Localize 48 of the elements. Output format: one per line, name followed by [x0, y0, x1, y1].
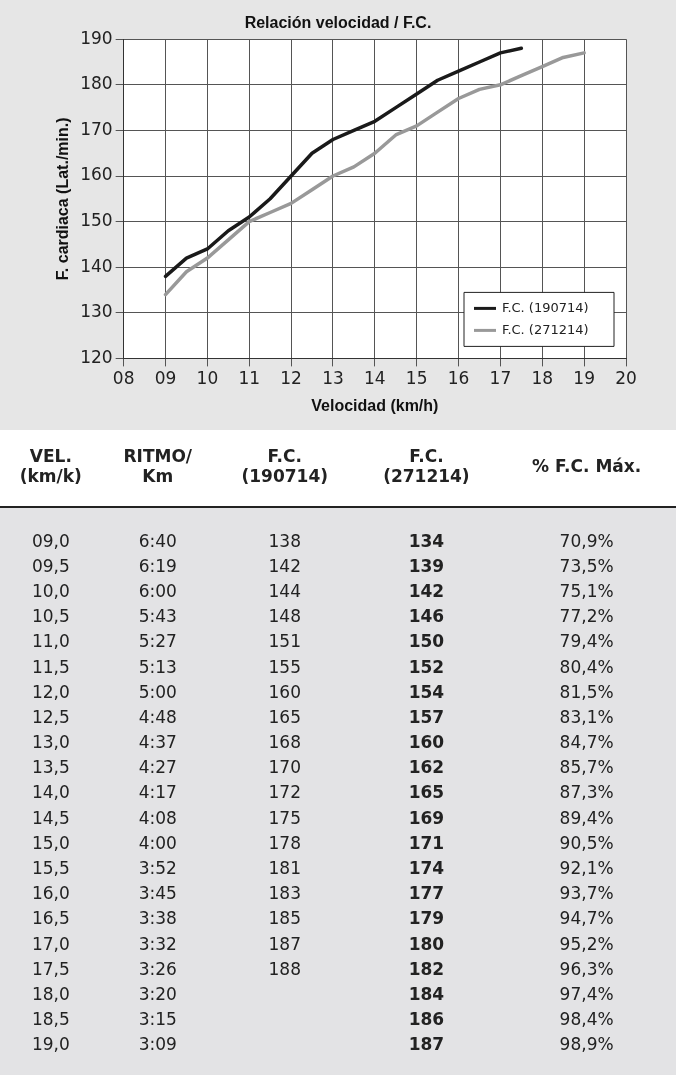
text: 11,5 5:13 155 152 80,4%: [31, 656, 614, 677]
x-tick-label: 15: [405, 368, 428, 389]
text: 13,5 4:27 170 162 85,7%: [31, 757, 614, 778]
x-tick-label: 16: [447, 368, 470, 389]
x-tick-label: 17: [489, 368, 512, 389]
x-tick-label: 14: [364, 368, 386, 389]
text: 16,5 3:38 185 179 94,7%: [31, 908, 614, 929]
text: VEL. (km/k) RITMO/ Km F.C. (190714) F.C. (271214) % F.C. Máx.: [19, 446, 642, 486]
y-tick-label: 130: [80, 301, 113, 322]
y-tick-label: 160: [80, 164, 113, 185]
chart-title: Relación velocidad / F.C.: [244, 14, 432, 32]
text: 09,5 6:19 142 139 73,5%: [31, 555, 614, 576]
x-tick-label: 19: [573, 368, 595, 389]
y-axis-title: F. cardiaca (Lat./min.): [54, 117, 72, 281]
x-tick-label: 13: [322, 368, 344, 389]
text: 17,0 3:32 187 180 95,2%: [31, 933, 614, 954]
y-tick-label: 120: [80, 346, 113, 367]
x-tick-label: 11: [238, 368, 261, 389]
x-tick-label: 18: [531, 368, 554, 389]
text: 17,5 3:26 188 182 96,3%: [31, 958, 614, 979]
text: 19,0 3:09 187 98,9%: [31, 1034, 614, 1055]
text: 12,5 4:48 165 157 83,1%: [31, 706, 614, 727]
text: 10,0 6:00 144 142 75,1%: [31, 580, 614, 601]
legend-label: F.C. (271214): [502, 321, 589, 337]
text: 15,0 4:00 178 171 90,5%: [31, 832, 614, 853]
text: 09,0 6:40 138 134 70,9%: [31, 530, 614, 551]
y-tick-label: 190: [80, 27, 113, 48]
x-tick-label: 10: [196, 368, 219, 389]
x-tick-label: 09: [154, 368, 177, 389]
x-tick-label: 12: [280, 368, 302, 389]
text: 14,5 4:08 175 169 89,4%: [31, 807, 614, 828]
text: 14,0 4:17 172 165 87,3%: [31, 782, 614, 803]
y-tick-label: 150: [80, 210, 113, 231]
text: 10,5 5:43 148 146 77,2%: [31, 606, 614, 627]
text: 18,5 3:15 186 98,4%: [31, 1009, 614, 1030]
y-tick-label: 180: [80, 73, 113, 94]
x-tick-label: 20: [615, 368, 637, 389]
y-tick-label: 170: [80, 118, 113, 139]
x-tick-label: 08: [112, 368, 135, 389]
text: 12,0 5:00 160 154 81,5%: [31, 681, 614, 702]
text: 15,5 3:52 181 174 92,1%: [31, 858, 614, 879]
x-axis-title: Velocidad (km/h): [311, 396, 439, 414]
y-tick-label: 140: [80, 255, 113, 276]
legend-label: F.C. (190714): [502, 299, 589, 315]
text: 18,0 3:20 184 97,4%: [31, 983, 614, 1004]
text: 16,0 3:45 183 177 93,7%: [31, 883, 614, 904]
text: 13,0 4:37 168 160 84,7%: [31, 732, 614, 753]
text: 11,0 5:27 151 150 79,4%: [31, 631, 614, 652]
